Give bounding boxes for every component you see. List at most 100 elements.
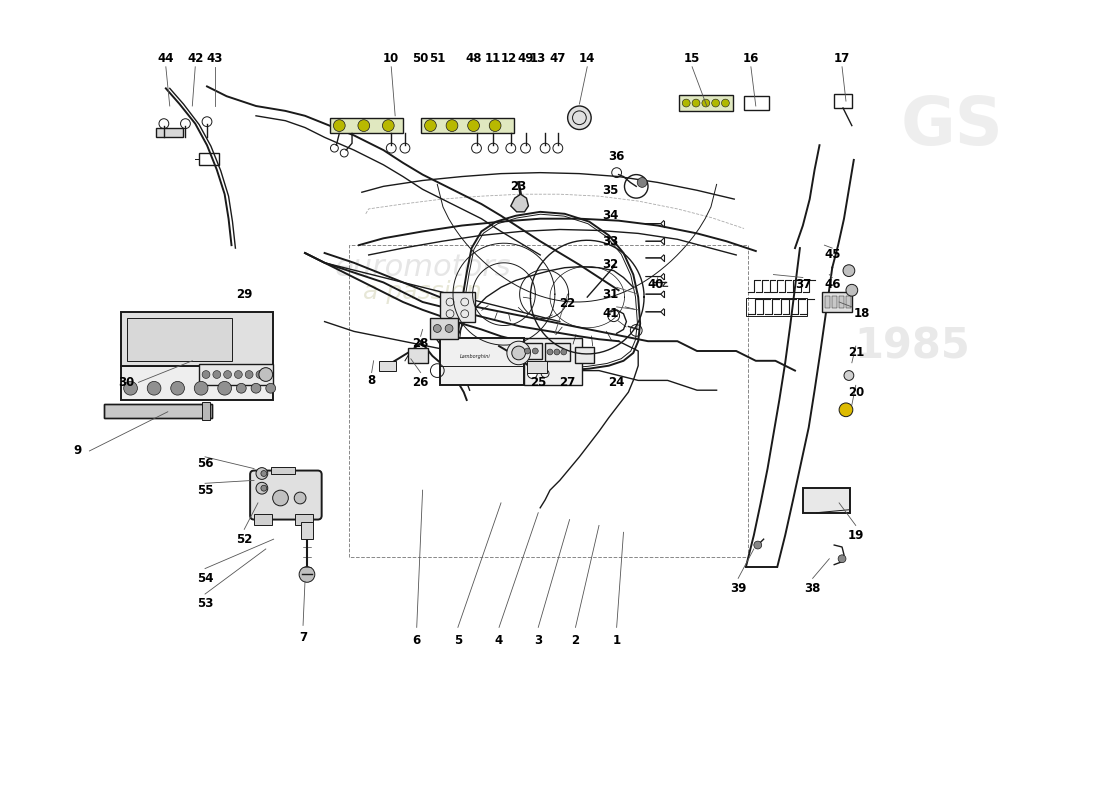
Circle shape: [218, 382, 231, 395]
Text: 53: 53: [197, 598, 213, 610]
Text: 3: 3: [535, 634, 542, 646]
Bar: [834, 94, 851, 108]
Bar: [839, 296, 844, 308]
Circle shape: [637, 178, 647, 187]
Text: 11: 11: [485, 53, 502, 66]
Bar: [301, 522, 312, 539]
Bar: [430, 318, 458, 339]
Circle shape: [843, 265, 855, 277]
Text: 17: 17: [834, 53, 850, 66]
Text: a passion: a passion: [363, 280, 482, 304]
Text: 37: 37: [794, 278, 811, 291]
Text: 8: 8: [367, 374, 376, 387]
Bar: [440, 338, 524, 386]
Circle shape: [234, 370, 242, 378]
Text: 15: 15: [684, 53, 701, 66]
Bar: [524, 338, 582, 386]
Text: 24: 24: [608, 376, 625, 389]
Text: 42: 42: [187, 53, 204, 66]
Text: 31: 31: [603, 288, 619, 301]
Text: 5: 5: [454, 634, 462, 646]
Circle shape: [202, 370, 210, 378]
Text: 35: 35: [603, 184, 619, 197]
Text: 49: 49: [517, 53, 534, 66]
Circle shape: [261, 486, 267, 491]
Bar: [126, 318, 232, 361]
Bar: [254, 514, 272, 526]
Circle shape: [261, 470, 267, 477]
Bar: [121, 366, 273, 400]
Text: 47: 47: [550, 53, 566, 66]
Text: 25: 25: [530, 376, 547, 389]
Text: 21: 21: [848, 346, 864, 359]
Circle shape: [446, 325, 453, 332]
Text: 39: 39: [730, 582, 746, 594]
Circle shape: [170, 382, 185, 395]
Bar: [420, 118, 514, 134]
Circle shape: [256, 482, 267, 494]
Bar: [833, 296, 837, 308]
Circle shape: [532, 348, 538, 354]
Text: 9: 9: [74, 445, 81, 458]
Text: 30: 30: [119, 376, 135, 389]
Text: 22: 22: [560, 298, 575, 310]
Circle shape: [702, 99, 710, 107]
Circle shape: [333, 120, 345, 131]
Bar: [330, 118, 403, 134]
Circle shape: [846, 284, 858, 296]
Text: 16: 16: [742, 53, 759, 66]
Circle shape: [266, 383, 276, 393]
Circle shape: [358, 120, 370, 131]
Bar: [846, 296, 851, 308]
Circle shape: [682, 99, 690, 107]
Circle shape: [195, 382, 208, 395]
Circle shape: [433, 325, 441, 332]
Circle shape: [568, 106, 591, 130]
Circle shape: [547, 349, 553, 355]
Bar: [522, 343, 542, 359]
Text: 14: 14: [579, 53, 595, 66]
Circle shape: [258, 368, 273, 382]
Text: 54: 54: [197, 572, 213, 585]
Circle shape: [712, 99, 719, 107]
Text: 1: 1: [613, 634, 620, 646]
Bar: [104, 404, 212, 418]
Text: GS: GS: [901, 93, 1003, 158]
Circle shape: [213, 370, 221, 378]
Text: 43: 43: [207, 53, 223, 66]
Circle shape: [251, 383, 261, 393]
Circle shape: [273, 490, 288, 506]
Circle shape: [223, 370, 231, 378]
Circle shape: [507, 341, 530, 365]
Bar: [440, 292, 474, 322]
Text: 18: 18: [854, 307, 870, 320]
Text: 34: 34: [603, 210, 619, 222]
Circle shape: [425, 120, 437, 131]
Bar: [823, 292, 851, 312]
Circle shape: [236, 383, 246, 393]
Bar: [408, 348, 428, 362]
Circle shape: [299, 566, 315, 582]
Circle shape: [754, 541, 761, 549]
Text: 26: 26: [412, 376, 429, 389]
Circle shape: [294, 492, 306, 504]
Bar: [295, 514, 312, 526]
Bar: [746, 298, 806, 316]
Circle shape: [468, 120, 480, 131]
Bar: [156, 127, 184, 138]
Text: 44: 44: [157, 53, 174, 66]
Text: 19: 19: [848, 529, 864, 542]
Polygon shape: [510, 194, 528, 212]
Bar: [825, 296, 830, 308]
Bar: [546, 343, 570, 361]
Text: 27: 27: [560, 376, 575, 389]
Circle shape: [123, 382, 138, 395]
Text: 6: 6: [412, 634, 421, 646]
Bar: [378, 361, 396, 370]
Text: 20: 20: [848, 386, 864, 398]
Circle shape: [692, 99, 700, 107]
Circle shape: [512, 346, 526, 360]
Circle shape: [256, 370, 264, 378]
Text: 51: 51: [429, 53, 446, 66]
Text: 45: 45: [824, 249, 840, 262]
